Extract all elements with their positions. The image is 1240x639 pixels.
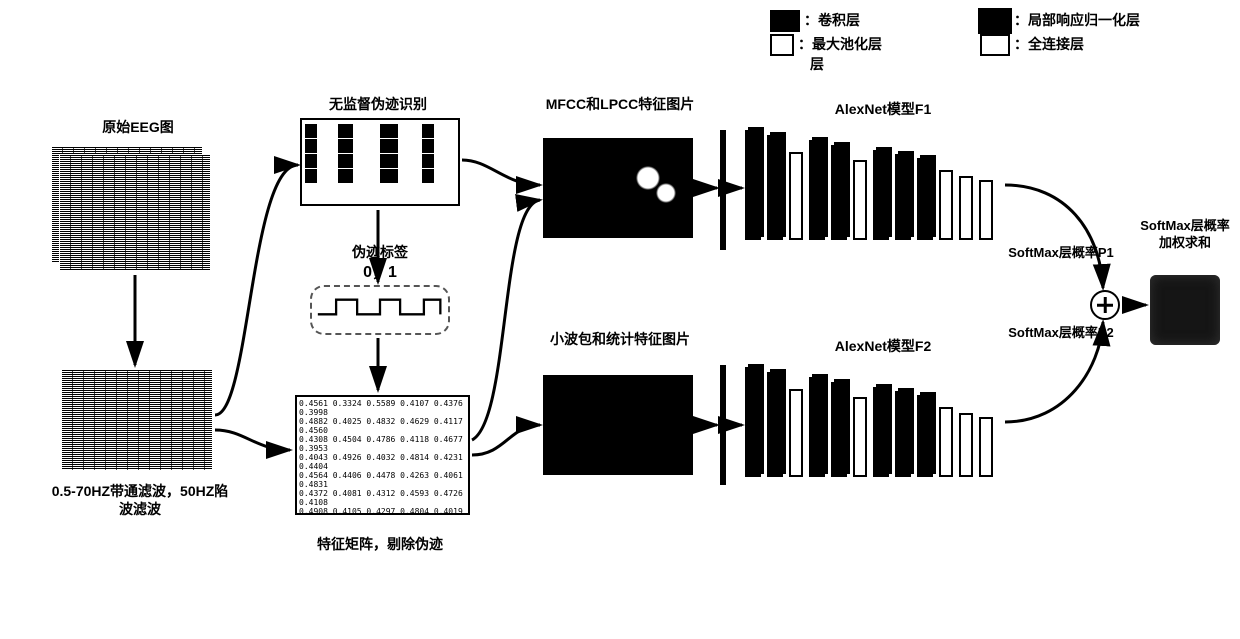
cnn-layer-fc xyxy=(979,180,993,240)
raw-eeg-image-2 xyxy=(60,155,210,270)
cnn-layer-pool xyxy=(939,407,953,477)
sep-bar-bottom xyxy=(720,365,726,485)
feature-matrix-title: 特征矩阵，剔除伪迹 xyxy=(300,535,460,553)
feat-wavelet-image xyxy=(543,375,693,475)
feat-wavelet-title: 小波包和统计特征图片 xyxy=(540,330,700,348)
fc-swatch xyxy=(980,34,1010,56)
legend-pool: ：最大池化层 层 xyxy=(770,34,980,74)
cnn-layer-conv xyxy=(873,387,889,477)
cnn-layer-fc xyxy=(959,176,973,240)
cnn-layer-fc xyxy=(979,417,993,477)
sum-node xyxy=(1090,290,1120,320)
legend-conv-label: ：卷积层 xyxy=(804,10,860,30)
pool-swatch xyxy=(770,34,794,56)
cnn-layer-pool xyxy=(853,160,867,240)
cnn-layer-pool xyxy=(789,389,803,477)
cnn-layer-conv xyxy=(745,367,761,477)
feat-mfcc-image xyxy=(543,138,693,238)
cnn-layer-conv xyxy=(809,140,825,240)
legend-conv: ：卷积层 xyxy=(770,10,980,32)
conv-swatch xyxy=(770,10,800,32)
artifact-tag-vals: 0，1 xyxy=(330,263,430,284)
cnn-layer-lrn xyxy=(767,135,783,240)
sep-bar-top xyxy=(720,130,726,250)
cnn-layer-lrn xyxy=(767,372,783,477)
alexnet-f2-title: AlexNet模型F2 xyxy=(803,337,963,355)
alexnet-f1-title: AlexNet模型F1 xyxy=(803,100,963,118)
cnn-layer-conv xyxy=(873,150,889,240)
artifact-detect-image xyxy=(300,118,460,206)
alexnet-f2 xyxy=(745,357,1005,487)
softmax-sum-label: SoftMax层概率加权求和 xyxy=(1135,218,1235,252)
cnn-layer-pool xyxy=(853,397,867,477)
legend-lrn: ：局部响应归一化层 xyxy=(980,10,1190,32)
pulse-icon xyxy=(316,295,444,319)
softmax-p2-label: SoftMax层概率P2 xyxy=(1006,325,1116,342)
cnn-layer-pool xyxy=(939,170,953,240)
softmax-p1-label: SoftMax层概率P1 xyxy=(1006,245,1116,262)
cnn-layer-conv xyxy=(809,377,825,477)
cnn-layer-conv xyxy=(895,391,911,477)
output-box xyxy=(1150,275,1220,345)
legend-pool-label2: 层 xyxy=(810,56,824,72)
cnn-layer-lrn xyxy=(831,382,847,477)
feat-mfcc-title: MFCC和LPCC特征图片 xyxy=(540,95,700,113)
cnn-layer-fc xyxy=(959,413,973,477)
legend-pool-label: ：最大池化层 xyxy=(798,36,882,52)
filtered-eeg-image xyxy=(62,370,212,470)
feature-matrix: 0.4561 0.3324 0.5589 0.4107 0.4376 0.399… xyxy=(295,395,470,515)
cnn-layer-conv xyxy=(917,158,933,240)
legend-fc-label: ：全连接层 xyxy=(1014,34,1084,54)
lrn-swatch xyxy=(980,10,1010,32)
legend: ：卷积层 ：局部响应归一化层 ：最大池化层 层 ：全连接层 xyxy=(770,10,1200,76)
cnn-layer-conv xyxy=(895,154,911,240)
artifact-tag-box xyxy=(310,285,450,335)
artifact-detect-title: 无监督伪迹识别 xyxy=(308,95,448,113)
legend-lrn-label: ：局部响应归一化层 xyxy=(1014,10,1140,30)
raw-eeg-title: 原始EEG图 xyxy=(78,118,198,136)
cnn-layer-lrn xyxy=(831,145,847,240)
alexnet-f1 xyxy=(745,120,1005,250)
artifact-tag-title: 伪迹标签 xyxy=(330,243,430,261)
cnn-layer-conv xyxy=(745,130,761,240)
legend-fc: ：全连接层 xyxy=(980,34,1190,74)
filtered-title: 0.5-70HZ带通滤波，50HZ陷波滤波 xyxy=(50,482,230,518)
cnn-layer-conv xyxy=(917,395,933,477)
cnn-layer-pool xyxy=(789,152,803,240)
